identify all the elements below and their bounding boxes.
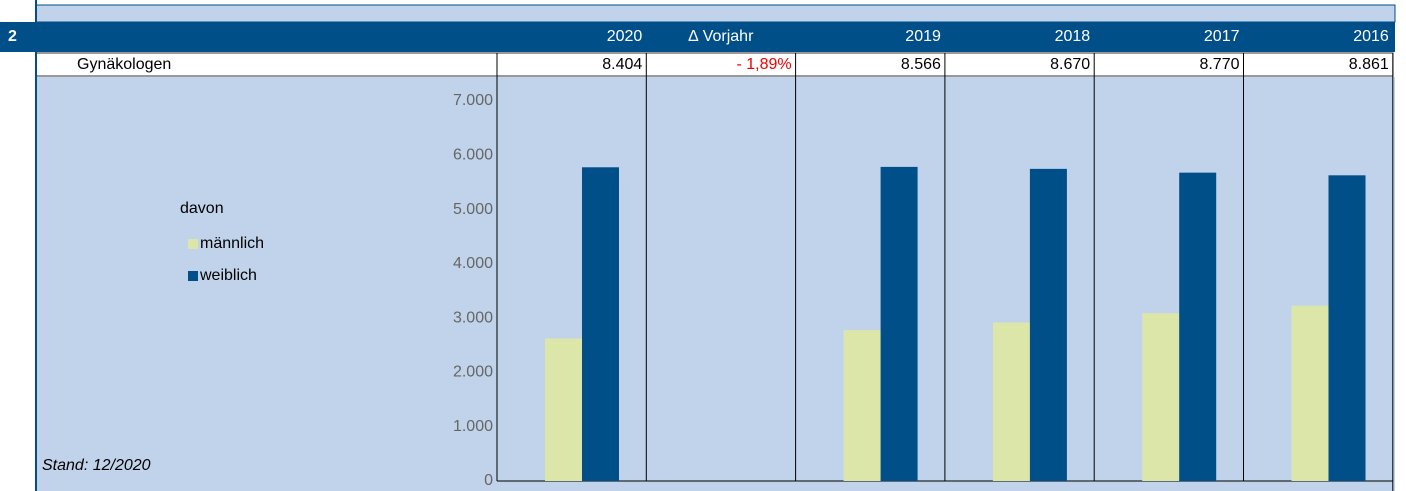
bar xyxy=(545,338,582,481)
header-row xyxy=(0,22,1395,52)
column-header: 2017 xyxy=(1204,28,1240,45)
bar xyxy=(1142,313,1180,481)
row-value: 8.404 xyxy=(602,56,642,73)
footnote: Stand: 12/2020 xyxy=(42,457,151,474)
row-value: 8.861 xyxy=(1349,56,1389,73)
bar xyxy=(992,322,1030,481)
y-tick-label: 4.000 xyxy=(453,255,493,272)
bar xyxy=(582,167,619,482)
column-header: 2020 xyxy=(607,28,643,45)
row-value: 8.566 xyxy=(901,56,941,73)
top-band xyxy=(35,4,1396,23)
column-header: ∆ Vorjahr xyxy=(688,28,754,45)
y-tick-label: 7.000 xyxy=(453,92,493,109)
row-value: 8.770 xyxy=(1199,56,1239,73)
y-tick-label: 6.000 xyxy=(453,147,493,164)
bar xyxy=(1291,305,1329,481)
bar xyxy=(1179,172,1217,481)
column-header: 2019 xyxy=(905,28,941,45)
data-row xyxy=(35,52,1394,77)
legend-label: männlich xyxy=(200,235,264,252)
column-header: 2016 xyxy=(1353,28,1389,45)
bar xyxy=(880,166,918,481)
column-header: 2018 xyxy=(1055,28,1091,45)
y-tick-label: 0 xyxy=(484,472,493,489)
bar xyxy=(1029,168,1067,481)
row-value: - 1,89% xyxy=(736,56,791,73)
y-tick-label: 5.000 xyxy=(453,201,493,218)
row-label: Gynäkologen xyxy=(77,56,171,73)
bar xyxy=(843,330,881,481)
y-tick-label: 1.000 xyxy=(453,418,493,435)
row-value: 8.670 xyxy=(1050,56,1090,73)
bar xyxy=(1328,175,1366,481)
legend-swatch xyxy=(188,271,198,281)
y-tick-label: 3.000 xyxy=(453,309,493,326)
legend-title: davon xyxy=(180,200,224,217)
legend-label: weiblich xyxy=(199,267,257,284)
section-number: 2 xyxy=(8,28,17,45)
legend-swatch xyxy=(188,239,198,249)
y-tick-label: 2.000 xyxy=(453,364,493,381)
